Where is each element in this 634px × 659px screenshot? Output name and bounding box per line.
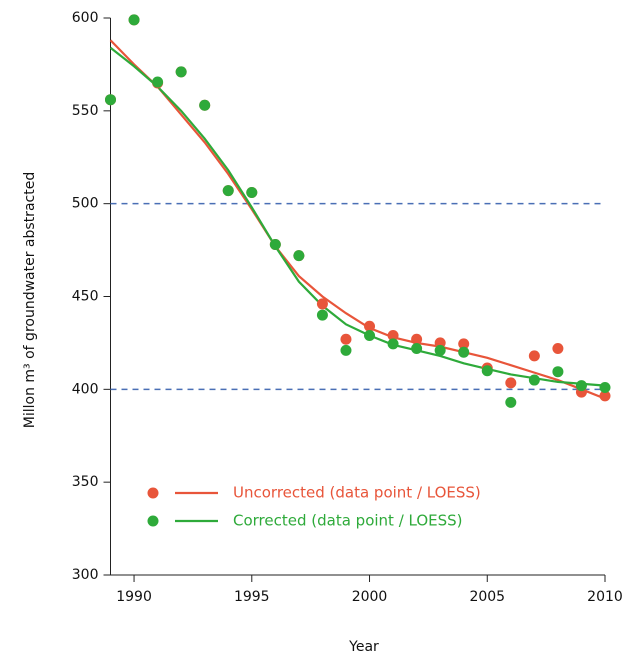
data-point — [528, 350, 540, 362]
data-point — [340, 344, 352, 356]
x-tick-label: 2000 — [352, 589, 388, 605]
y-tick-label: 450 — [72, 289, 99, 305]
y-tick-label: 400 — [72, 381, 99, 397]
y-tick-label: 500 — [72, 196, 99, 212]
y-axis-label: Millon m³ of groundwater abstracted — [22, 172, 38, 428]
data-point — [552, 342, 564, 354]
data-point — [505, 377, 517, 389]
data-point — [364, 320, 376, 332]
data-point — [528, 374, 540, 386]
y-tick-label: 350 — [72, 474, 99, 490]
data-point — [387, 329, 399, 341]
data-point — [246, 187, 258, 199]
legend-label: Corrected (data point / LOESS) — [233, 512, 463, 530]
data-point — [599, 381, 611, 393]
data-point — [128, 14, 140, 26]
data-point — [387, 338, 399, 350]
data-point — [269, 239, 281, 251]
data-point — [222, 185, 234, 197]
data-point — [340, 333, 352, 345]
y-tick-label: 300 — [72, 567, 99, 583]
loess-line — [109, 46, 606, 387]
x-tick-label: 2005 — [469, 589, 505, 605]
data-point — [552, 366, 564, 378]
data-point — [199, 99, 211, 111]
data-point — [434, 344, 446, 356]
data-point — [364, 329, 376, 341]
data-point — [599, 390, 611, 402]
data-point — [293, 250, 305, 262]
data-point — [411, 333, 423, 345]
data-point — [175, 66, 187, 78]
legend-point — [147, 515, 159, 527]
data-point — [411, 342, 423, 354]
y-tick-label: 550 — [72, 103, 99, 119]
data-point — [458, 338, 470, 350]
legend-point — [147, 487, 159, 499]
loess-line — [109, 39, 606, 400]
y-tick-label: 600 — [72, 10, 99, 26]
x-tick-label: 1990 — [116, 589, 152, 605]
legend-label: Uncorrected (data point / LOESS) — [233, 484, 481, 502]
data-point — [505, 396, 517, 408]
data-point — [575, 380, 587, 392]
data-point — [316, 309, 328, 321]
x-axis-label: Year — [348, 639, 379, 655]
data-point — [152, 76, 164, 88]
data-point — [316, 298, 328, 310]
data-point — [458, 346, 470, 358]
data-point — [481, 365, 493, 377]
x-tick-label: 2010 — [587, 589, 623, 605]
data-point — [105, 94, 116, 106]
x-tick-label: 1995 — [234, 589, 270, 605]
